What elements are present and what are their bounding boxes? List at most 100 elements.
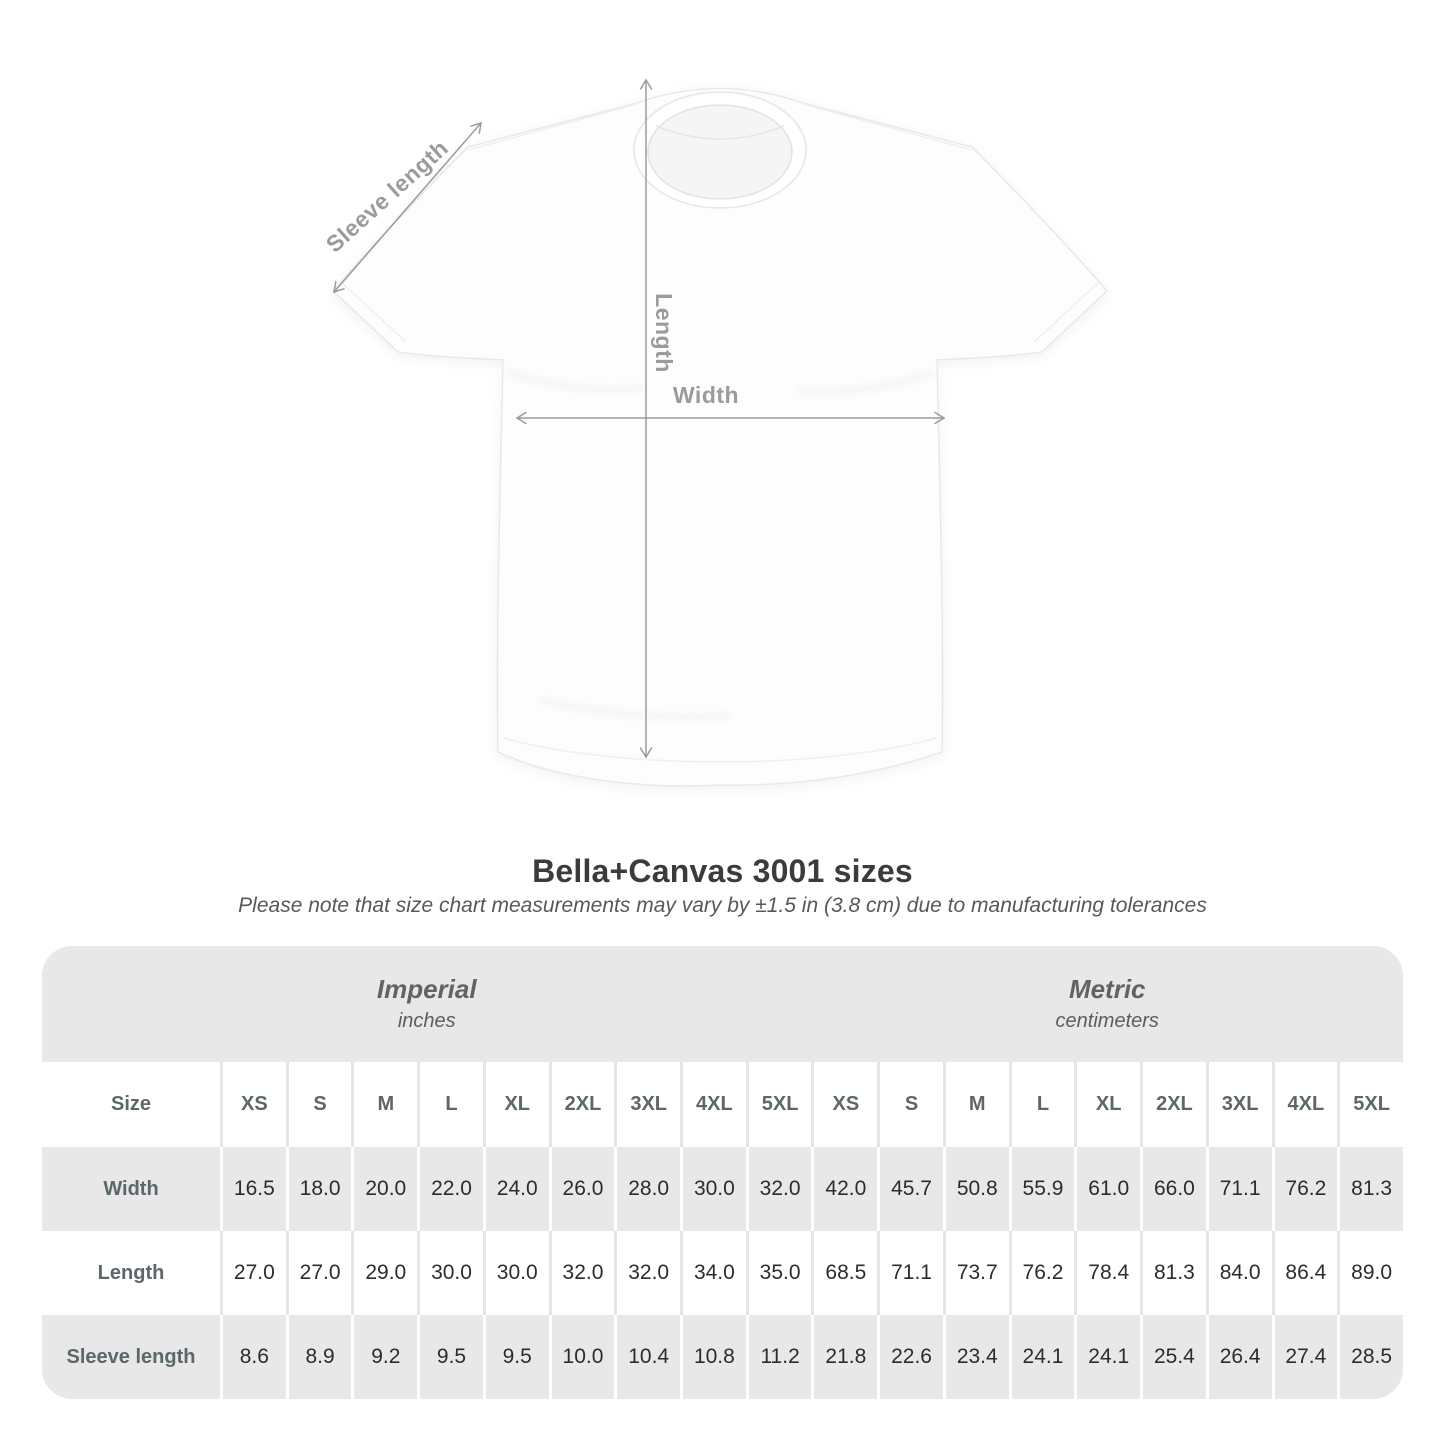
size-header: Size [42,1062,220,1147]
length-metric-cell: 81.3 [1140,1231,1206,1315]
width-imperial-cell: 24.0 [482,1147,549,1231]
back-collar-seam [655,125,785,140]
length-metric-cell: 86.4 [1271,1231,1338,1315]
length-imperial-cell: 30.0 [417,1231,483,1315]
width-metric-cell: 71.1 [1205,1147,1272,1231]
unit-band-row: Imperial inches Metric centimeters [42,946,1403,1062]
sleeve-metric-cell: 24.1 [1074,1315,1141,1399]
size-col-header: 5XL [745,1062,812,1147]
width-metric-cell: 61.0 [1074,1147,1141,1231]
row-label: Width [42,1147,220,1231]
metric-label: Metric [1068,974,1146,1004]
sleeve-imperial-cell: 9.2 [351,1315,418,1399]
width-row: Width 16.5 18.0 20.0 22.0 24.0 26.0 28.0… [42,1147,1403,1231]
imperial-unit: inches [397,1010,456,1032]
sleeve-metric-cell: 23.4 [942,1315,1009,1399]
size-col-header: 4XL [1271,1062,1338,1147]
page-title: Bella+Canvas 3001 sizes [532,853,913,889]
length-imperial-cell: 32.0 [548,1231,615,1315]
width-metric-cell: 45.7 [877,1147,943,1231]
length-imperial-cell: 27.0 [220,1231,286,1315]
size-col-header: XS [220,1062,286,1147]
size-col-header: L [1008,1062,1075,1147]
width-imperial-cell: 28.0 [614,1147,681,1231]
size-header-row: Size XS S M L XL 2XL 3XL 4XL 5XL XS S M … [42,1062,1403,1147]
sleeve-imperial-cell: 10.0 [548,1315,615,1399]
metric-unit: centimeters [1055,1010,1159,1032]
width-imperial-cell: 32.0 [745,1147,812,1231]
metric-band: Metric centimeters [811,946,1403,1062]
size-col-header: L [417,1062,483,1147]
unit-band-spacer: Imperial inches [42,946,812,1062]
sleeve-imperial-cell: 8.6 [220,1315,286,1399]
length-metric-cell: 73.7 [942,1231,1009,1315]
sleeve-metric-cell: 25.4 [1140,1315,1206,1399]
sleeve-imperial-cell: 11.2 [745,1315,812,1399]
length-imperial-cell: 34.0 [680,1231,746,1315]
length-imperial-cell: 30.0 [482,1231,549,1315]
length-imperial-cell: 32.0 [614,1231,681,1315]
sleeve-imperial-cell: 9.5 [482,1315,549,1399]
tshirt-illustration [332,87,1108,787]
length-metric-cell: 78.4 [1074,1231,1141,1315]
length-metric-cell: 84.0 [1205,1231,1272,1315]
size-col-header: 3XL [614,1062,681,1147]
length-metric-cell: 71.1 [877,1231,943,1315]
length-metric-cell: 89.0 [1337,1231,1403,1315]
size-col-header: S [877,1062,943,1147]
wrinkle-shading [504,369,936,720]
width-imperial-cell: 16.5 [220,1147,286,1231]
sleeve-metric-cell: 21.8 [811,1315,878,1399]
tshirt-diagram-svg: Length Width Sleeve length [321,78,1108,787]
size-col-header: S [285,1062,352,1147]
length-row: Length 27.0 27.0 29.0 30.0 30.0 32.0 32.… [42,1231,1403,1315]
size-col-header: 3XL [1205,1062,1272,1147]
size-col-header: XS [811,1062,878,1147]
sleeve-metric-cell: 24.1 [1008,1315,1075,1399]
measurement-annotations [333,78,946,759]
width-metric-cell: 50.8 [942,1147,1009,1231]
sleeve-metric-cell: 27.4 [1271,1315,1338,1399]
tshirt-body [332,87,1108,787]
sleeve-length-row: Sleeve length 8.6 8.9 9.2 9.5 9.5 10.0 1… [42,1315,1403,1399]
tolerance-note: Please note that size chart measurements… [238,894,1207,917]
size-table: Imperial inches Metric centimeters Size … [42,946,1403,1399]
sleeve-length-arrow [333,121,482,294]
size-col-header: 5XL [1337,1062,1403,1147]
width-metric-cell: 42.0 [811,1147,878,1231]
size-col-header: XL [482,1062,549,1147]
width-arrow [515,411,946,425]
size-col-header: 2XL [1140,1062,1206,1147]
width-imperial-cell: 30.0 [680,1147,746,1231]
width-label: Width [673,382,739,408]
size-col-header: 2XL [548,1062,615,1147]
sleeve-metric-cell: 22.6 [877,1315,943,1399]
length-imperial-cell: 27.0 [285,1231,352,1315]
width-imperial-cell: 20.0 [351,1147,418,1231]
sleeve-metric-cell: 26.4 [1205,1315,1272,1399]
sleeve-imperial-cell: 9.5 [417,1315,483,1399]
imperial-label: Imperial [376,974,477,1004]
sleeve-metric-cell: 28.5 [1337,1315,1403,1399]
sleeve-imperial-cell: 10.4 [614,1315,681,1399]
size-col-header: M [351,1062,418,1147]
size-col-header: 4XL [680,1062,746,1147]
size-col-header: M [942,1062,1009,1147]
width-metric-cell: 81.3 [1337,1147,1403,1231]
size-col-header: XL [1074,1062,1141,1147]
length-label: Length [651,293,677,373]
width-imperial-cell: 18.0 [285,1147,352,1231]
collar-opening [647,104,793,200]
row-label: Length [42,1231,220,1315]
width-metric-cell: 55.9 [1008,1147,1075,1231]
seam-lines [340,103,1100,763]
width-imperial-cell: 22.0 [417,1147,483,1231]
width-metric-cell: 76.2 [1271,1147,1338,1231]
sleeve-imperial-cell: 10.8 [680,1315,746,1399]
length-imperial-cell: 29.0 [351,1231,418,1315]
sleeve-imperial-cell: 8.9 [285,1315,352,1399]
width-imperial-cell: 26.0 [548,1147,615,1231]
tshirt-diagram: Length Width Sleeve length [321,78,1108,787]
length-imperial-cell: 35.0 [745,1231,812,1315]
